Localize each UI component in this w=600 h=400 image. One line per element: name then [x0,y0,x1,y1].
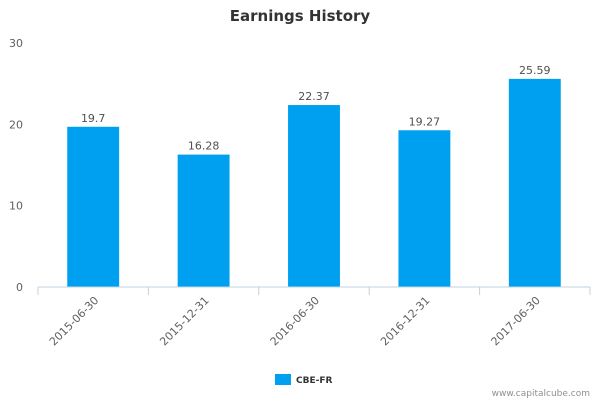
y-tick-label: 30 [9,37,23,50]
data-labels: 19.7 16.28 22.37 19.27 25.59 [81,64,551,153]
source-credit: www.capitalcube.com [492,389,590,399]
data-label: 19.7 [81,112,106,125]
data-label: 22.37 [298,90,330,103]
y-tick-label: 10 [9,200,23,213]
bar[interactable] [508,78,561,287]
bar[interactable] [67,126,120,287]
x-tick-label: 2017-06-30 [489,294,543,348]
bar[interactable] [177,154,230,287]
x-axis: 2015-06-30 2015-12-31 2016-06-30 2016-12-31… [37,287,591,348]
x-tick-label: 2016-12-31 [378,294,432,348]
y-axis: 0 10 20 30 [9,37,23,294]
y-tick-label: 0 [16,281,23,294]
x-tick-label: 2015-12-31 [157,294,211,348]
data-label: 25.59 [519,64,551,77]
x-tick-label: 2015-06-30 [47,294,101,348]
legend-swatch [275,374,291,385]
data-label: 19.27 [409,115,441,128]
y-tick-label: 20 [9,118,23,131]
legend-label: CBE-FR [296,376,332,386]
data-label: 16.28 [188,140,220,153]
x-tick-label: 2016-06-30 [268,294,322,348]
chart-title: Earnings History [230,7,371,25]
bar[interactable] [398,130,451,287]
bar-series [67,78,561,287]
bar[interactable] [288,105,340,287]
legend[interactable]: CBE-FR [275,374,332,386]
